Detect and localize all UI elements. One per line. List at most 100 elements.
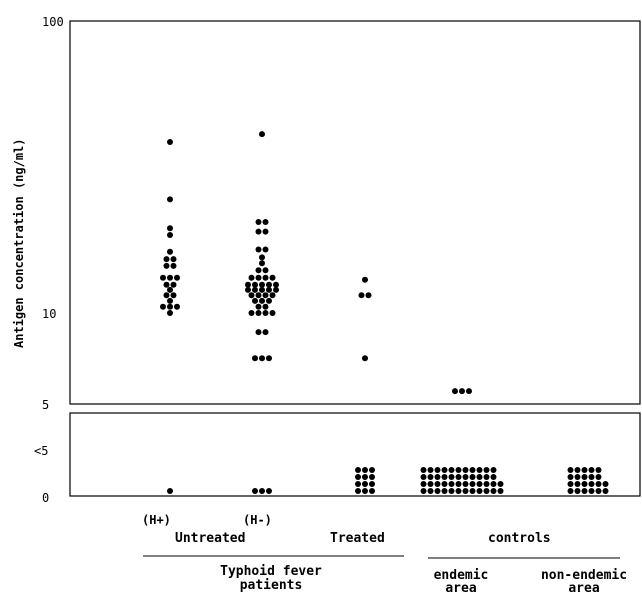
y-tick-5: 5 — [42, 398, 49, 412]
data-point — [252, 355, 258, 362]
below-range-point — [448, 467, 455, 473]
data-point — [452, 388, 458, 395]
y-tick-zero: 0 — [42, 491, 49, 505]
data-point — [259, 260, 265, 267]
data-point — [273, 281, 279, 288]
label-nonendemic-line1: non-endemic — [541, 568, 627, 583]
below-range-point — [581, 467, 588, 473]
below-range-point — [581, 488, 588, 494]
data-point — [255, 246, 262, 253]
data-point — [167, 248, 173, 255]
data-point — [252, 286, 258, 293]
below-range-point — [476, 488, 483, 494]
below-range-point — [441, 488, 448, 494]
below-range-point — [355, 474, 361, 480]
below-range-point — [476, 467, 483, 473]
below-range-point — [448, 481, 455, 487]
below-range-point — [574, 488, 581, 494]
data-point — [167, 196, 173, 203]
data-point — [262, 246, 269, 253]
below-range-point — [581, 481, 588, 487]
below-range-point — [427, 488, 434, 494]
data-point — [255, 267, 262, 274]
data-point — [163, 281, 170, 288]
label-untreated: Untreated — [175, 531, 245, 546]
data-point — [262, 310, 269, 316]
below-range-point — [574, 467, 581, 473]
below-range-point — [434, 488, 441, 494]
data-points — [160, 131, 609, 494]
below-range-frame — [69, 412, 641, 497]
below-range-point — [567, 467, 574, 473]
below-range-point — [462, 474, 469, 480]
data-point — [259, 355, 265, 362]
data-point — [269, 274, 276, 281]
below-range-point — [469, 481, 476, 487]
data-point — [259, 131, 265, 138]
below-range-point — [462, 488, 469, 494]
data-point — [174, 274, 180, 281]
below-range-point — [434, 474, 441, 480]
below-range-point — [483, 467, 490, 473]
data-point — [259, 281, 265, 288]
below-range-point — [483, 474, 490, 480]
below-range-point — [462, 481, 469, 487]
data-point — [163, 256, 170, 263]
data-point — [262, 274, 269, 281]
below-range-point — [420, 481, 427, 487]
below-range-point — [490, 467, 497, 473]
below-range-point — [427, 467, 434, 473]
label-typhoid-line2: patients — [240, 578, 303, 593]
label-nonendemic-line2: area — [568, 581, 599, 593]
data-point — [174, 303, 180, 310]
data-point — [167, 225, 173, 232]
below-range-point — [455, 474, 462, 480]
below-range-point — [441, 474, 448, 480]
data-point — [255, 292, 262, 299]
below-range-point — [259, 488, 265, 494]
label-controls: controls — [488, 531, 551, 546]
below-range-point — [567, 481, 574, 487]
below-range-point — [469, 474, 476, 480]
below-range-point — [595, 481, 602, 487]
label-endemic-line2: area — [445, 581, 476, 593]
below-range-point — [490, 481, 497, 487]
below-range-point — [455, 488, 462, 494]
below-range-point — [369, 467, 375, 473]
data-point — [160, 303, 166, 310]
below-range-point — [355, 488, 361, 494]
below-range-point — [469, 488, 476, 494]
label-endemic-line1: endemic — [434, 568, 489, 583]
data-point — [170, 281, 177, 288]
data-point — [245, 281, 251, 288]
data-point — [252, 281, 258, 288]
data-point — [266, 281, 272, 288]
below-range-point — [420, 467, 427, 473]
main-plot-frame — [69, 20, 641, 405]
below-range-point — [369, 474, 375, 480]
data-point — [262, 303, 269, 310]
below-range-point — [497, 481, 504, 487]
data-point — [245, 286, 251, 293]
below-range-point — [588, 488, 595, 494]
data-point — [163, 262, 170, 269]
below-range-point — [476, 474, 483, 480]
data-point — [170, 256, 177, 263]
below-range-point — [567, 474, 574, 480]
label-h-minus: (H-) — [243, 513, 272, 527]
data-point — [466, 388, 472, 395]
label-typhoid-line1: Typhoid fever — [220, 564, 322, 579]
data-point — [259, 297, 265, 304]
below-range-point — [574, 474, 581, 480]
data-point — [362, 276, 368, 283]
below-range-point — [595, 474, 602, 480]
data-point — [255, 219, 262, 225]
below-range-point — [355, 481, 361, 487]
data-point — [358, 292, 365, 299]
below-range-point — [490, 488, 497, 494]
data-point — [255, 310, 262, 316]
data-point — [167, 139, 173, 145]
below-range-point — [355, 467, 361, 473]
data-point — [259, 254, 265, 261]
data-point — [255, 274, 262, 281]
